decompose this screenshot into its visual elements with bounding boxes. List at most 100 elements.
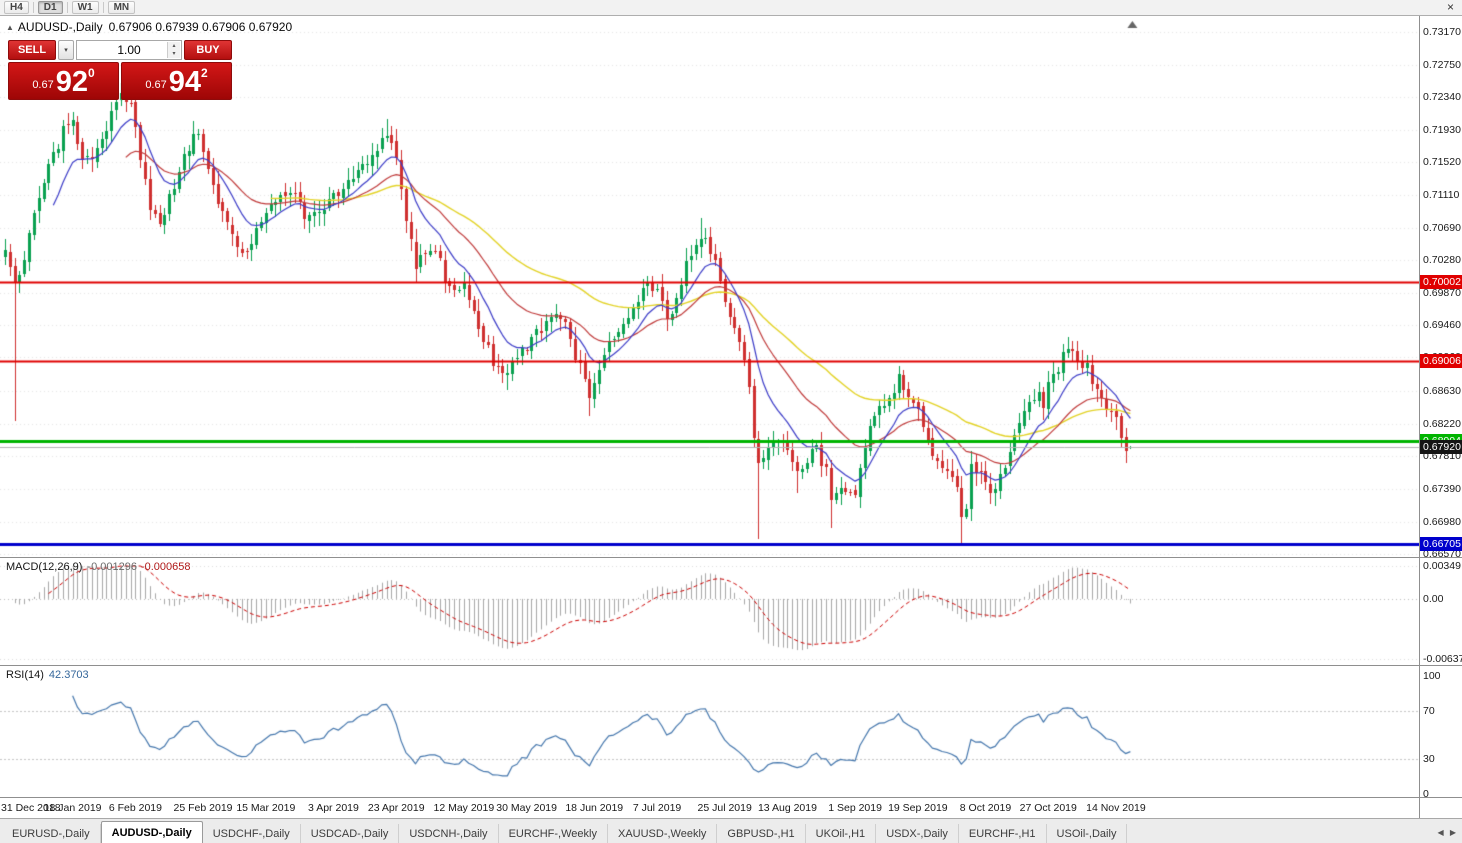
macd-name: MACD(12,26,9) (6, 561, 83, 573)
spin-up-icon[interactable]: ▴ (168, 42, 180, 50)
time-axis-label: 30 May 2019 (496, 802, 557, 814)
macd-axis-label: 0.00 (1423, 592, 1444, 605)
rsi-indicator-canvas[interactable] (0, 666, 1419, 797)
chart-tab-ukoilh1[interactable]: UKOil-,H1 (806, 824, 877, 843)
chart-tab-usoildaily[interactable]: USOil-,Daily (1047, 824, 1128, 843)
price-axis-label: 0.71110 (1423, 188, 1460, 201)
time-axis-label: 7 Jul 2019 (632, 802, 682, 814)
time-axis-label: 31 Dec 2018 (1, 802, 61, 814)
price-axis-label: 0.66980 (1423, 515, 1461, 528)
time-axis-label: 12 May 2019 (433, 802, 495, 814)
buy-price-big: 94 (168, 66, 201, 98)
time-axis-label: 18 Jan 2019 (43, 802, 102, 814)
price-axis: 0.73170 0.72750 0.72340 0.71930 0.71520 0.711… (1420, 16, 1462, 818)
one-click-trading-panel: SELL ▾ 1.00 ▴ ▾ BUY 0.67 92 0 0.67 94 (8, 40, 232, 100)
toolbar-separator (102, 2, 104, 13)
price-axis-label: 0.73170 (1423, 25, 1461, 38)
rsi-name: RSI(14) (6, 669, 44, 681)
price-axis-label: 0.70280 (1423, 254, 1461, 267)
hline-price-box: 0.66705 (1420, 536, 1462, 551)
sell-button[interactable]: SELL (8, 40, 56, 60)
price-axis-divider (1419, 16, 1420, 818)
buy-price-panel[interactable]: 0.67 94 2 (121, 62, 232, 100)
time-axis-label: 23 Apr 2019 (367, 802, 425, 814)
time-axis-label: 25 Jul 2019 (697, 802, 752, 814)
chart-tab-xauusdweekly[interactable]: XAUUSD-,Weekly (608, 824, 718, 843)
timeframe-button-h4[interactable]: H4 (4, 1, 29, 14)
price-axis-label: 0.68630 (1423, 385, 1461, 398)
price-axis-label: 0.72750 (1423, 58, 1461, 71)
price-axis-label: 0.69460 (1423, 319, 1461, 332)
one-click-prices: 0.67 92 0 0.67 94 2 (8, 62, 232, 100)
time-axis-label: 8 Oct 2019 (959, 802, 1012, 814)
price-axis-label: 0.72340 (1423, 91, 1461, 104)
price-axis-label: 0.71930 (1423, 123, 1461, 136)
chart-tabs: EURUSD-,Daily AUDUSD-,Daily USDCHF-,Daily U… (2, 821, 1128, 843)
timeframe-button-mn[interactable]: MN (107, 1, 136, 14)
rsi-axis-label: 70 (1423, 705, 1435, 718)
chart-tab-usdchfdaily[interactable]: USDCHF-,Daily (203, 824, 301, 843)
macd-signal-value: -0.000658 (140, 561, 191, 573)
volume-dropdown-button[interactable]: ▾ (58, 40, 74, 60)
chart-title: ▲ AUDUSD-,Daily 0.67906 0.67939 0.67906 0.… (6, 20, 292, 34)
pane-separator[interactable] (0, 665, 1462, 666)
current-price-box: 0.67920 (1420, 440, 1462, 455)
time-axis-label: 6 Feb 2019 (108, 802, 162, 814)
price-axis-label: 0.71520 (1423, 156, 1461, 169)
ohlc-values: 0.67906 0.67939 0.67906 0.67920 (108, 20, 293, 34)
volume-value: 1.00 (117, 43, 141, 57)
time-axis-label: 18 Jun 2019 (565, 802, 624, 814)
price-axis-label: 0.67390 (1423, 483, 1461, 496)
chart-tab-eurusddaily[interactable]: EURUSD-,Daily (2, 824, 101, 843)
time-axis-label: 19 Sep 2019 (888, 802, 948, 814)
timeframe-button-w1[interactable]: W1 (71, 1, 99, 14)
tab-scroll-buttons: ◀ ▶ (1435, 828, 1458, 837)
spin-down-icon[interactable]: ▾ (168, 50, 180, 58)
chart-tab-audusddaily[interactable]: AUDUSD-,Daily (100, 821, 203, 843)
timeframe-button-d1[interactable]: D1 (37, 1, 63, 14)
time-axis-label: 14 Nov 2019 (1086, 802, 1146, 814)
sell-price-panel[interactable]: 0.67 92 0 (8, 62, 119, 100)
macd-axis-label: 0.00349 (1423, 560, 1461, 572)
macd-indicator-canvas[interactable] (0, 558, 1419, 665)
chevron-down-icon: ▾ (64, 47, 68, 54)
sell-price-prefix: 0.67 (32, 79, 54, 91)
close-chart-button[interactable]: × (1446, 0, 1454, 14)
volume-spinner: ▴ ▾ (167, 42, 180, 58)
chart-tab-bar: EURUSD-,Daily AUDUSD-,Daily USDCHF-,Daily U… (0, 818, 1462, 843)
buy-button[interactable]: BUY (184, 40, 232, 60)
symbol-name: AUDUSD-,Daily (17, 20, 103, 34)
price-axis-label: 0.70690 (1423, 221, 1461, 234)
time-axis-label: 3 Apr 2019 (308, 802, 359, 814)
buy-price-prefix: 0.67 (145, 79, 167, 91)
scroll-left-icon[interactable]: ◀ (1437, 828, 1444, 837)
rsi-axis-label: 0 (1423, 788, 1429, 800)
price-axis-label: 0.68220 (1423, 417, 1461, 430)
time-axis-label: 15 Mar 2019 (236, 802, 296, 814)
rsi-axis-label: 100 (1423, 670, 1441, 682)
sell-price-big: 92 (55, 66, 88, 98)
pane-separator[interactable] (0, 557, 1462, 558)
chart-tab-usdcaddaily[interactable]: USDCAD-,Daily (301, 824, 400, 843)
chart-tab-usdxdaily[interactable]: USDX-,Daily (876, 824, 959, 843)
toolbar-separator (32, 2, 34, 13)
macd-main-value: -0.001296 (87, 561, 137, 573)
timeframe-buttons: H4 D1 W1 MN (3, 0, 136, 16)
hline-price-box: 0.70002 (1420, 275, 1462, 290)
pane-separator (0, 797, 1462, 798)
volume-input[interactable]: 1.00 ▴ ▾ (76, 40, 182, 60)
price-axis-label: 0.69870 (1423, 286, 1461, 299)
chart-tab-eurchfweekly[interactable]: EURCHF-,Weekly (499, 824, 608, 843)
chart-tab-usdcnhdaily[interactable]: USDCNH-,Daily (399, 824, 499, 843)
time-axis-label: 27 Oct 2019 (1019, 802, 1077, 814)
time-axis-label: 25 Feb 2019 (173, 802, 233, 814)
collapse-panel-icon[interactable]: ▲ (6, 23, 14, 32)
chart-tab-gbpusdh1[interactable]: GBPUSD-,H1 (717, 824, 806, 843)
chart-tab-eurchfh1[interactable]: EURCHF-,H1 (959, 824, 1047, 843)
scroll-right-icon[interactable]: ▶ (1449, 828, 1456, 837)
time-axis-label: 1 Sep 2019 (828, 802, 882, 814)
price-chart-canvas[interactable] (0, 16, 1419, 557)
rsi-axis-label: 30 (1423, 752, 1435, 765)
rsi-value: 42.3703 (48, 669, 89, 681)
macd-axis-label: -0.00637 (1423, 653, 1462, 665)
